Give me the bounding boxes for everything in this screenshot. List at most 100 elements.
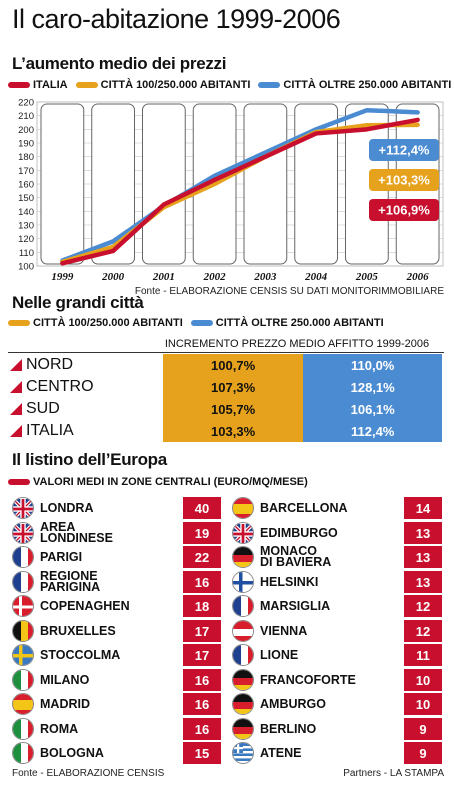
europe-row: COPENAGHEN [12, 595, 130, 617]
y-tick-label: 150 [18, 193, 34, 204]
city-value: 9 [404, 742, 442, 764]
europe-row: REGIONE PARIGINA [12, 570, 100, 593]
legend-swatch [8, 320, 30, 326]
y-tick-label: 200 [18, 125, 34, 136]
finland-flag-icon [232, 571, 254, 593]
city-name: AREA LONDINESE [40, 520, 113, 545]
europe-row: MONACO DI BAVIERA [232, 545, 331, 568]
value-cell-large-cities: 128,1% [303, 376, 442, 398]
x-tick-label: 2005 [355, 271, 379, 283]
europe-row: EDIMBURGO [232, 522, 338, 544]
city-value: 22 [183, 546, 221, 568]
europe-row: VIENNA [232, 620, 307, 642]
city-value: 17 [183, 644, 221, 666]
france-flag-icon [232, 595, 254, 617]
europe-row: MARSIGLIA [232, 595, 330, 617]
city-value: 40 [183, 497, 221, 519]
value-cell-medium-cities: 100,7% [162, 354, 304, 376]
section-title-cities: Nelle grandi città [12, 293, 144, 312]
city-value: 9 [404, 718, 442, 740]
city-name: HELSINKI [260, 574, 319, 589]
end-value-box [369, 169, 439, 191]
denmark-flag-icon [12, 595, 34, 617]
europe-row: MADRID [12, 693, 90, 715]
europe-row: BERLINO [232, 718, 316, 740]
uk-flag-icon [12, 522, 34, 544]
table-divider [8, 352, 444, 353]
table-row: SUD 105,7% 106,1% [8, 398, 442, 420]
city-value: 18 [183, 595, 221, 617]
city-name: FRANCOFORTE [260, 672, 356, 687]
legend-swatch [75, 82, 98, 88]
triangle-icon [10, 403, 22, 415]
france-flag-icon [12, 571, 34, 593]
city-name: ATENE [260, 745, 302, 760]
y-tick-label: 220 [18, 98, 34, 109]
legend-europe: VALORI MEDI IN ZONE CENTRALI (EURO/MQ/ME… [8, 475, 316, 489]
year-column [91, 103, 135, 265]
y-tick-label: 190 [18, 139, 34, 150]
city-value: 19 [183, 522, 221, 544]
end-value-box [369, 199, 439, 221]
section-title-prices: L’aumento medio dei prezzi [12, 54, 227, 73]
y-tick-label: 180 [18, 152, 34, 163]
europe-row: LONDRA [12, 497, 93, 519]
italy-flag-icon [12, 669, 34, 691]
italy-flag-icon [12, 742, 34, 764]
france-flag-icon [12, 546, 34, 568]
y-tick-label: 110 [19, 248, 34, 259]
greece-flag-icon [232, 742, 254, 764]
page-title: Il caro-abitazione 1999-2006 [12, 4, 341, 34]
value-cell-large-cities: 106,1% [303, 398, 442, 420]
table-row: ITALIA 103,3% 112,4% [8, 420, 442, 442]
value-cell-medium-cities: 107,3% [162, 376, 304, 398]
city-name: AMBURGO [260, 696, 326, 711]
city-value: 14 [404, 497, 442, 519]
value-cell-large-cities: 110,0% [303, 354, 442, 376]
city-value: 16 [183, 669, 221, 691]
legend-swatch [190, 320, 213, 326]
region-label: SUD [26, 400, 60, 417]
legend-label: VALORI MEDI IN ZONE CENTRALI (EURO/MQ/ME… [33, 476, 308, 488]
city-name: PARIGI [40, 549, 83, 564]
credit: Partners - LA STAMPA [343, 768, 444, 779]
europe-row: HELSINKI [232, 571, 318, 593]
city-value: 13 [404, 522, 442, 544]
legend-label: CITTÀ 100/250.000 ABITANTI [33, 317, 183, 329]
end-value-label: +112,4% [379, 143, 430, 158]
europe-row: BRUXELLES [12, 620, 116, 642]
city-value: 13 [404, 546, 442, 568]
europe-row: AREA LONDINESE [12, 520, 113, 545]
city-value: 11 [404, 644, 442, 666]
europe-row: AMBURGO [232, 693, 326, 715]
value-cell-large-cities: 112,4% [303, 420, 442, 442]
city-value: 13 [404, 571, 442, 593]
city-name: LONDRA [40, 500, 94, 515]
y-tick-label: 130 [18, 221, 34, 232]
europe-source: Fonte - ELABORAZIONE CENSIS [12, 768, 165, 779]
spain-flag-icon [232, 497, 254, 519]
value-cell-medium-cities: 105,7% [162, 398, 304, 420]
city-value: 17 [183, 620, 221, 642]
city-value: 12 [404, 620, 442, 642]
end-value-label: +103,3% [378, 173, 430, 188]
city-name: LIONE [260, 647, 299, 662]
table-header: INCREMENTO PREZZO MEDIO AFFITTO 1999-200… [164, 338, 430, 350]
legend-item: VALORI MEDI IN ZONE CENTRALI (EURO/MQ/ME… [8, 476, 308, 488]
city-name: BRUXELLES [40, 623, 116, 638]
germany-flag-icon [232, 693, 254, 715]
region-label: CENTRO [26, 378, 94, 395]
europe-row: STOCCOLMA [12, 644, 120, 666]
legend-item: CITTÀ 100/250.000 ABITANTI [8, 317, 183, 329]
legend-swatch [8, 479, 30, 485]
x-tick-label: 2004 [304, 271, 328, 283]
legend-label: CITTÀ OLTRE 250.000 ABITANTI [215, 317, 384, 329]
europe-row: FRANCOFORTE [232, 669, 356, 691]
germany-flag-icon [232, 669, 254, 691]
germany-flag-icon [232, 546, 254, 568]
city-name: VIENNA [260, 623, 308, 638]
city-value: 16 [183, 718, 221, 740]
uk-flag-icon [232, 522, 254, 544]
legend-item: ITALIA [8, 79, 68, 91]
year-column [294, 103, 338, 265]
